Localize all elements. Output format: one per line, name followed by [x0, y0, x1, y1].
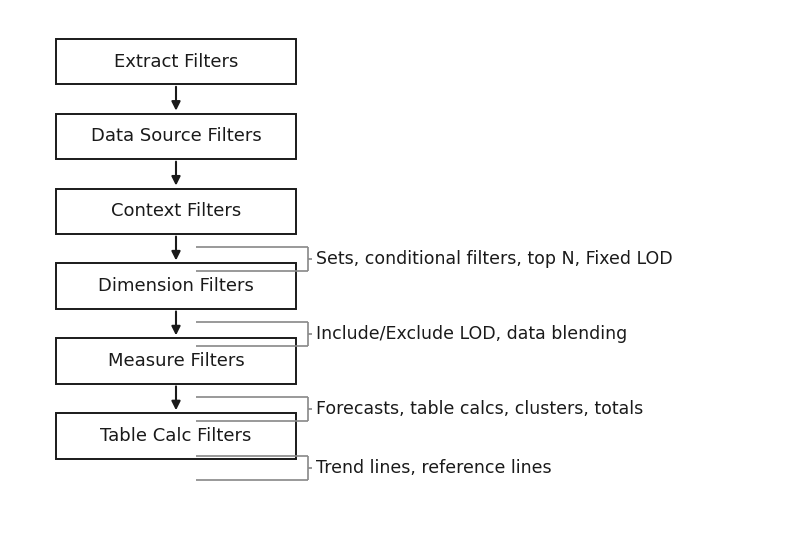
Text: Forecasts, table calcs, clusters, totals: Forecasts, table calcs, clusters, totals	[316, 400, 643, 418]
Text: Dimension Filters: Dimension Filters	[98, 277, 254, 295]
Text: Include/Exclude LOD, data blending: Include/Exclude LOD, data blending	[316, 325, 627, 343]
Text: Measure Filters: Measure Filters	[108, 352, 244, 370]
Text: Table Calc Filters: Table Calc Filters	[100, 427, 252, 445]
Text: Extract Filters: Extract Filters	[114, 52, 238, 71]
Text: Sets, conditional filters, top N, Fixed LOD: Sets, conditional filters, top N, Fixed …	[316, 250, 673, 269]
Bar	[56, 39, 296, 84]
Bar	[56, 263, 296, 309]
Bar	[56, 413, 296, 459]
Text: Context Filters: Context Filters	[111, 202, 241, 220]
Bar	[56, 189, 296, 234]
Text: Data Source Filters: Data Source Filters	[90, 127, 262, 146]
Bar	[56, 114, 296, 159]
Bar	[56, 338, 296, 384]
Text: Trend lines, reference lines: Trend lines, reference lines	[316, 459, 552, 477]
